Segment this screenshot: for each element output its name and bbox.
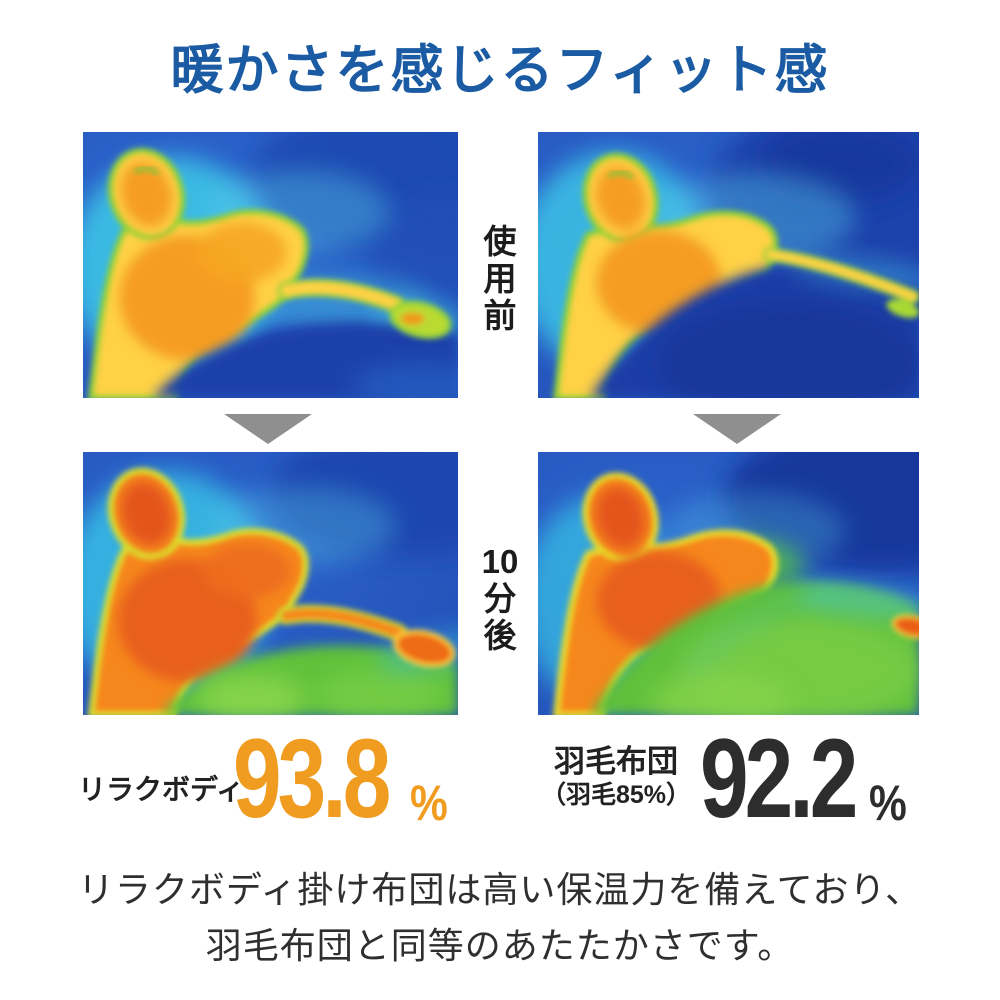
result-label-down-line2: （羽毛85%） [540,781,692,809]
down-arrow-icon [224,414,312,444]
result-label-relaxbody: リラクボディ [78,774,245,805]
row-label-after-char: 10 [481,543,519,580]
thermal-graphic [538,132,919,398]
result-value-down: 92.2 [700,716,858,841]
row-label-after-char: 後 [483,617,517,654]
thermal-graphic [83,452,458,715]
row-label-after-char: 分 [483,580,517,617]
result-label-down: 羽毛布団 （羽毛85%） [538,744,694,810]
row-label-after: 10 分 後 [460,543,540,654]
thermal-image-down-after [538,452,919,715]
caption-line2: 羽毛布団と同等のあたたかさです。 [205,925,795,966]
caption-line1: リラクボディ掛け布団は高い保温力を備えており、 [77,869,923,910]
result-unit-relaxbody: % [410,775,448,831]
thermal-image-relaxbody-before [83,132,458,398]
thermal-graphic [538,452,919,715]
page-title: 暖かさを感じるフィット感 [170,42,830,100]
thermal-image-down-before [538,132,919,398]
row-label-before: 使 用 前 [460,223,540,334]
row-label-before-char: 使 [483,223,517,260]
row-label-before-char: 前 [483,297,517,334]
result-label-down-line1: 羽毛布団 [554,744,678,779]
thermal-image-relaxbody-after [83,452,458,715]
down-arrow-icon [693,414,781,444]
result-value-relaxbody: 93.8 [233,716,391,841]
result-unit-down: % [869,775,907,831]
row-label-before-char: 用 [483,260,517,297]
thermal-graphic [83,132,458,398]
